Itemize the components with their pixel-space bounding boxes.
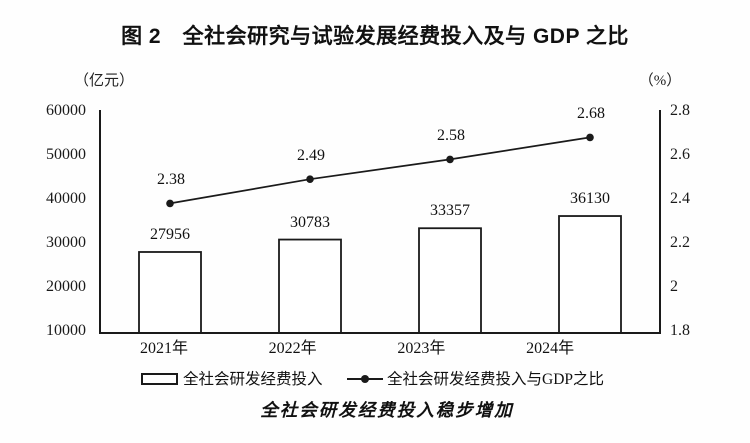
chart-legend: 全社会研发经费投入 全社会研发经费投入与GDP之比 [0,367,750,389]
gdp-ratio-point-2022年 [306,175,314,183]
bar-value-label: 36130 [570,190,610,208]
left-axis-tick: 30000 [46,234,86,251]
figure-caption: 全社会研发经费投入稳步增加 [260,401,514,421]
left-axis-tick: 40000 [46,190,86,207]
right-axis-unit-label: （%） [638,73,682,89]
bar-value-label: 27956 [150,225,190,243]
left-axis-tick: 60000 [46,102,86,119]
legend-item-line-series: 全社会研发经费投入与GDP之比 [347,367,605,388]
right-axis-tick: 2.6 [670,146,690,163]
right-axis-tick: 2 [670,278,678,295]
bar-2023年 [418,227,482,334]
bar-2024年 [558,215,622,334]
left-axis-unit-label: （亿元） [73,73,134,89]
right-axis-tick: 1.8 [670,322,690,339]
gdp-ratio-point-2023年 [446,155,454,164]
right-axis-tick: 2.8 [670,102,690,119]
gdp-ratio-point-2024年 [586,133,594,142]
bar-2021年 [138,251,202,334]
bar-value-label: 30783 [290,213,330,231]
figure-title: 图 2 全社会研究与试验发展经费投入及与 GDP 之比 [121,25,629,48]
ratio-value-label: 2.38 [157,171,185,189]
ratio-value-label: 2.58 [437,127,465,145]
x-axis-label: 2024年 [526,340,575,357]
left-axis-tick: 20000 [46,278,86,295]
legend-item-bar-series: 全社会研发经费投入 [141,367,323,388]
gdp-ratio-point-2021年 [166,199,174,208]
x-axis-label: 2021年 [139,340,188,357]
x-axis-label: 2022年 [268,340,317,357]
gdp-ratio-line [169,136,591,205]
bar-series-swatch-icon [141,372,178,385]
right-axis-tick: 2.2 [670,234,690,251]
right-axis-tick: 2.4 [670,190,690,207]
ratio-value-label: 2.49 [297,147,325,165]
left-axis-tick: 10000 [46,322,86,339]
left-axis-tick: 50000 [46,146,86,163]
bar-value-label: 33357 [430,202,470,220]
bar-2022年 [278,238,342,334]
x-axis-label: 2023年 [397,340,446,357]
ratio-value-label: 2.68 [577,105,605,123]
legend-bar-label: 全社会研发经费投入 [183,371,323,388]
legend-line-label: 全社会研发经费投入与GDP之比 [387,371,605,388]
line-series-swatch-icon [347,374,383,383]
